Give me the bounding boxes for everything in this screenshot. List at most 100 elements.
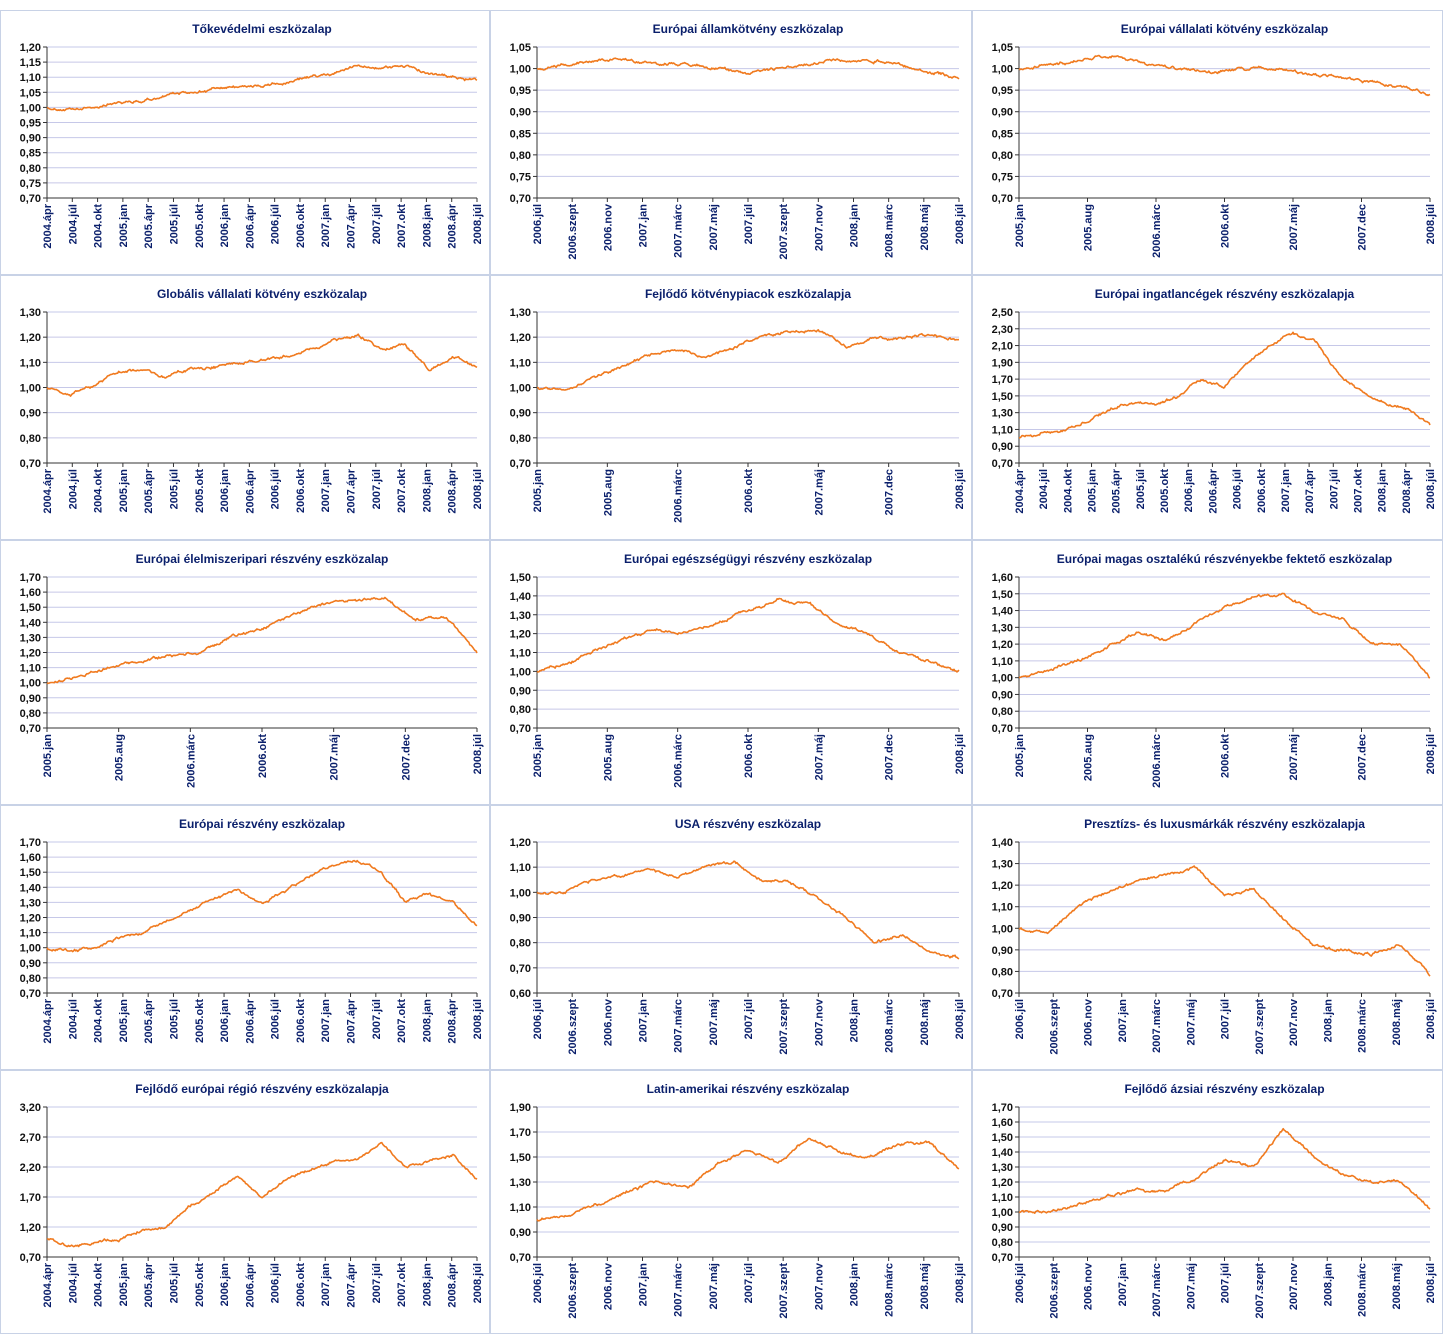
y-tick-label: 0,75 [510,171,531,183]
x-tick-label: 2005.jan [532,469,544,513]
series-line [536,860,960,960]
x-tick-label: 2005.ápr [1111,468,1123,513]
x-tick-label: 2007.máj [813,734,825,780]
y-tick-label: 1,40 [992,1147,1013,1159]
chart-title: Fejlődő európai régió részvény eszközala… [135,1082,389,1096]
y-tick-label: 0,70 [20,1252,41,1264]
y-tick-label: 1,10 [20,663,41,675]
chart-title: Tőkevédelmi eszközalap [192,22,331,36]
x-tick-label: 2006.jan [219,204,231,248]
x-tick-label: 2008.júl [1425,469,1437,509]
y-tick-label: 0,80 [510,938,531,950]
x-tick-label: 2005.júl [168,204,180,244]
x-tick-label: 2006.nov [1083,998,1095,1046]
y-tick-label: 0,70 [20,193,41,205]
x-tick-label: 2008.márc [884,999,896,1053]
y-tick-label: 0,90 [992,107,1013,119]
y-tick-label: 0,90 [20,133,41,145]
x-tick-label: 2005.jan [118,204,130,248]
y-tick-label: 0,95 [510,85,531,97]
chart-panel: Európai élelmiszeripari részvény eszköza… [0,540,490,805]
series-line [536,1137,960,1222]
y-tick-label: 1,50 [992,589,1013,601]
y-tick-label: 0,70 [510,963,531,975]
line-chart: Fejlődő kötvénypiacok eszközalapja 0,70 0,… [510,287,966,523]
y-tick-label: 1,10 [20,357,41,369]
x-tick-label: 2008.júl [954,204,966,244]
x-tick-label: 2004.ápr [42,468,54,513]
x-tick-label: 2007.máj [1185,999,1197,1045]
y-tick-label: 0,90 [992,945,1013,957]
x-tick-label: 2006.júl [270,1263,282,1303]
chart-title: Fejlődő kötvénypiacok eszközalapja [645,287,851,301]
y-tick-label: 1,10 [20,72,41,84]
line-chart: Latin-amerikai részvény eszközalap 0,70 0,… [510,1082,966,1319]
y-tick-label: 0,70 [510,193,531,205]
chart-panel: Fejlődő kötvénypiacok eszközalapja 0,70 0,… [490,275,972,540]
x-tick-label: 2007.júl [743,1263,755,1303]
y-tick-label: 1,20 [992,1177,1013,1189]
x-tick-label: 2005.jan [118,1263,130,1307]
line-chart: Fejlődő ázsiai részvény eszközalap 0,70 0,… [992,1082,1437,1319]
x-tick-label: 2007.máj [708,999,720,1045]
x-tick-label: 2008.márc [1357,1263,1369,1317]
x-tick-label: 2006.júl [1232,469,1244,509]
x-tick-label: 2008.júl [472,999,484,1039]
y-tick-label: 1,50 [510,572,531,584]
y-tick-label: 1,30 [510,610,531,622]
x-tick-label: 2007.júl [371,999,383,1039]
y-tick-label: 1,30 [510,1177,531,1189]
chart-panel: Európai ingatlancégek részvény eszközala… [972,275,1443,540]
x-tick-label: 2007.szept [1254,1263,1266,1319]
x-tick-label: 2007.jan [1280,469,1292,513]
y-tick-label: 1,20 [20,913,41,925]
x-tick-label: 2008.márc [1357,999,1369,1053]
y-tick-label: 0,70 [20,723,41,735]
y-tick-label: 0,80 [992,966,1013,978]
x-tick-label: 2008.máj [1391,999,1403,1045]
x-tick-label: 2007.nov [1288,998,1300,1046]
x-tick-label: 2005.okt [194,469,206,513]
y-tick-label: 1,90 [992,357,1013,369]
line-chart: Európai államkötvény eszközalap 0,70 0,75 0… [510,22,966,260]
y-tick-label: 2,10 [992,341,1013,353]
y-tick-label: 0,90 [20,958,41,970]
x-tick-label: 2008.máj [919,204,931,250]
x-tick-label: 2006.júl [1014,1263,1026,1303]
chart-title: Fejlődő ázsiai részvény eszközalap [1124,1082,1324,1096]
x-tick-label: 2007.dec [884,469,896,515]
x-tick-label: 2008.jan [1322,999,1334,1043]
x-tick-label: 2006.ápr [244,468,256,513]
line-chart: USA részvény eszközalap 0,60 0,70 0,80 0,90 1… [510,817,966,1055]
x-tick-label: 2005.jan [532,734,544,778]
x-tick-label: 2006.jan [219,469,231,513]
series-line [46,1141,478,1248]
x-tick-label: 2008.júl [1425,734,1437,774]
x-tick-label: 2005.júl [168,999,180,1039]
x-tick-label: 2006.nov [602,203,614,251]
x-tick-label: 2004.ápr [42,1262,54,1307]
y-tick-label: 1,00 [20,383,41,395]
x-tick-label: 2006.okt [295,469,307,513]
x-tick-label: 2008.júl [1425,204,1437,244]
x-tick-label: 2006.okt [295,1263,307,1307]
x-tick-label: 2006.júl [1014,999,1026,1039]
y-tick-label: 1,10 [992,424,1013,436]
x-tick-label: 2008.júl [954,999,966,1039]
x-tick-label: 2006.ápr [1207,468,1219,513]
x-tick-label: 2007.máj [708,204,720,250]
x-tick-label: 2008.jan [1377,469,1389,513]
series-line [46,596,478,685]
x-tick-label: 2007.júl [1328,469,1340,509]
y-tick-label: 1,00 [992,673,1013,685]
x-tick-label: 2008.jan [1322,1263,1334,1307]
x-tick-label: 2005.jan [1087,469,1099,513]
x-tick-label: 2006.okt [257,734,269,778]
x-tick-label: 2008.júl [472,204,484,244]
chart-panel: Latin-amerikai részvény eszközalap 0,70 0,… [490,1070,972,1334]
y-tick-label: 1,30 [20,897,41,909]
x-tick-label: 2008.jan [849,1263,861,1307]
y-tick-label: 0,80 [20,708,41,720]
y-tick-label: 0,75 [20,178,41,190]
x-tick-label: 2007.júl [743,204,755,244]
